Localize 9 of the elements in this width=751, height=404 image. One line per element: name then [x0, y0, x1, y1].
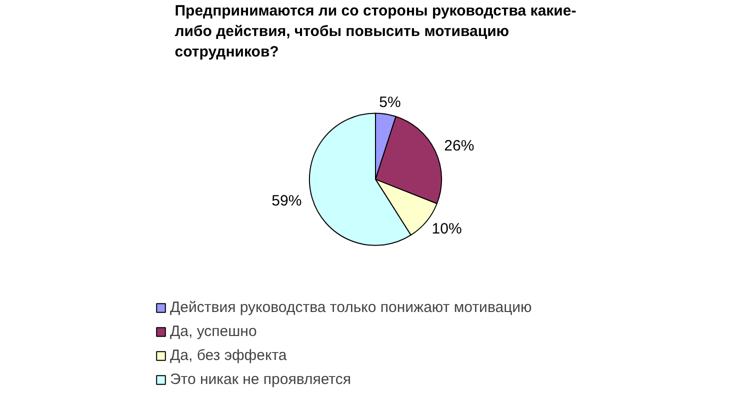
- legend-label: Да, без эффекта: [170, 346, 287, 364]
- legend-label: Действия руководства только понижают мотивацию: [170, 298, 532, 316]
- data-label: 10%: [432, 220, 462, 238]
- data-label: 59%: [272, 192, 302, 210]
- data-label: 26%: [444, 138, 474, 155]
- chart-title: Предпринимаются ли со стороны руководства какие-либо действия, чтобы повысить мотивацию сотрудников?: [174, 2, 576, 60]
- data-label: 5%: [379, 94, 401, 111]
- legend-label: Это никак не проявляется: [170, 370, 352, 388]
- legend-label: Да, успешно: [170, 322, 257, 340]
